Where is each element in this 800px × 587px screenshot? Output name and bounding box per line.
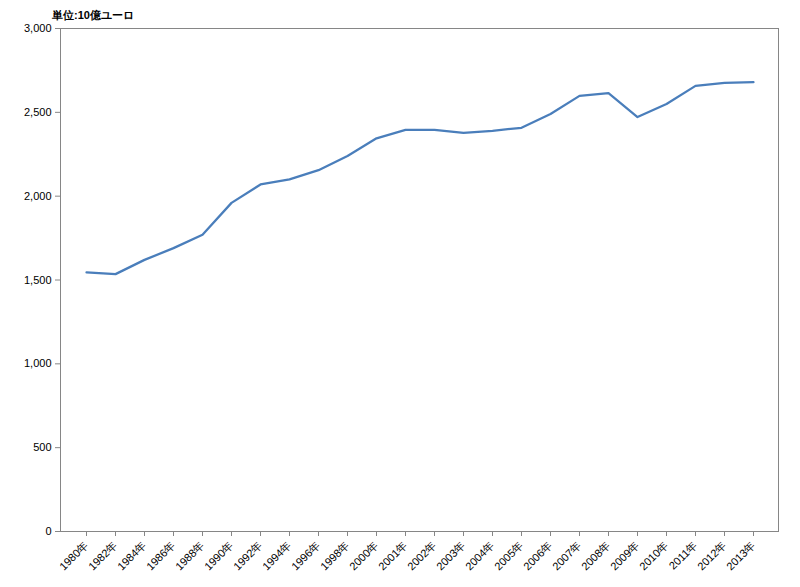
svg-text:1984年: 1984年 [115, 539, 149, 573]
svg-text:1996年: 1996年 [289, 539, 323, 573]
svg-text:0: 0 [45, 525, 51, 537]
svg-text:1988年: 1988年 [173, 539, 207, 573]
svg-text:2,500: 2,500 [24, 106, 52, 118]
svg-text:2002年: 2002年 [405, 539, 439, 573]
svg-text:2004年: 2004年 [463, 539, 497, 573]
svg-text:1,500: 1,500 [24, 274, 52, 286]
svg-text:2,000: 2,000 [24, 190, 52, 202]
svg-text:2010年: 2010年 [637, 539, 671, 573]
svg-text:2003年: 2003年 [434, 539, 468, 573]
svg-text:1986年: 1986年 [144, 539, 178, 573]
svg-text:2000年: 2000年 [347, 539, 381, 573]
svg-text:2011年: 2011年 [666, 539, 699, 572]
svg-text:2012年: 2012年 [695, 539, 729, 573]
svg-text:2005年: 2005年 [492, 539, 526, 573]
svg-text:1992年: 1992年 [231, 539, 265, 573]
svg-text:1982年: 1982年 [86, 539, 120, 573]
svg-text:2009年: 2009年 [608, 539, 642, 573]
svg-text:2006年: 2006年 [521, 539, 555, 573]
svg-text:2001年: 2001年 [376, 539, 410, 573]
svg-text:2007年: 2007年 [550, 539, 584, 573]
svg-text:1990年: 1990年 [202, 539, 236, 573]
svg-text:1994年: 1994年 [260, 539, 294, 573]
svg-text:2013年: 2013年 [724, 539, 758, 573]
svg-text:1998年: 1998年 [318, 539, 352, 573]
svg-text:1980年: 1980年 [57, 539, 91, 573]
svg-text:2008年: 2008年 [579, 539, 613, 573]
html-text:単位:10億ユーロ: 単位:10億ユーロ [52, 9, 134, 21]
svg-text:1,000: 1,000 [24, 357, 52, 369]
svg-text:3,000: 3,000 [24, 22, 52, 34]
svg-text:500: 500 [33, 441, 51, 453]
